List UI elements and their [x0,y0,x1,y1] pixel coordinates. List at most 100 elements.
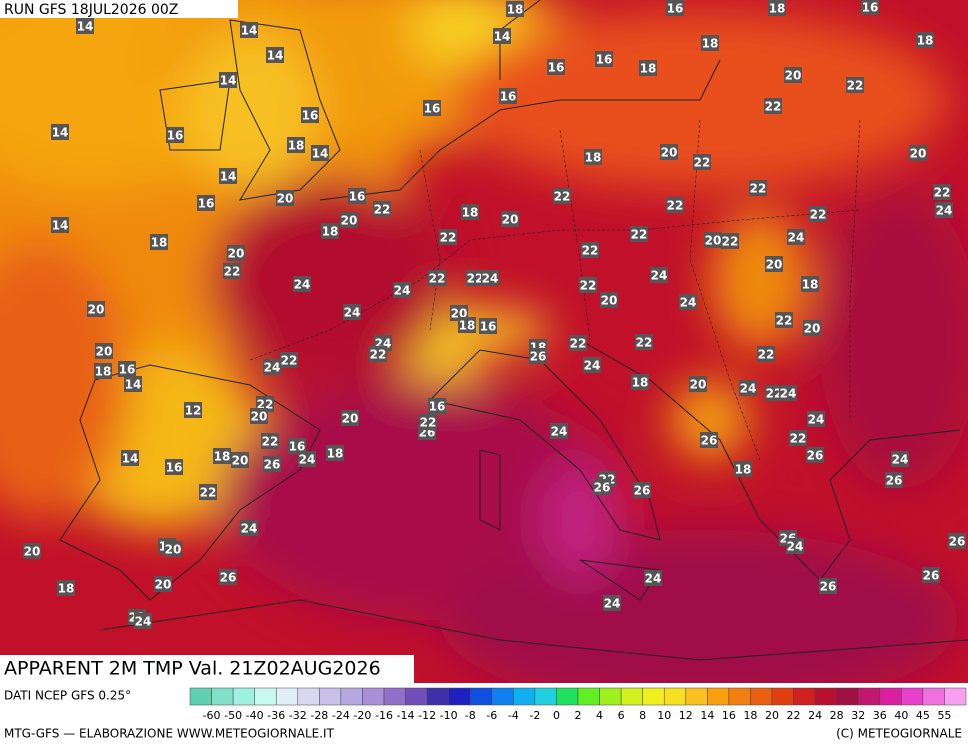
point-value: 24 [788,231,805,245]
point-value: 24 [135,615,152,629]
point-value: 24 [892,453,909,467]
scale-cell [383,687,406,706]
label-box [789,430,807,446]
label-box [787,229,805,245]
label-box [466,270,484,286]
scale-label: -50 [224,709,242,722]
label-box [341,410,359,426]
label-box [213,448,231,464]
point-value: 22 [570,337,587,351]
scale-label: -32 [289,709,307,722]
point-value: 18 [640,62,657,76]
point-value: 24 [651,269,668,283]
label-box [154,576,172,592]
point-value: 22 [776,314,793,328]
label-box [240,22,258,38]
label-box [721,233,739,249]
label-box [311,145,329,161]
scale-label: 8 [639,709,646,722]
scale-cell [513,687,536,706]
scale-cell [685,687,708,706]
label-box [250,408,268,424]
point-value: 14 [267,49,284,63]
label-box [343,304,361,320]
label-box [891,451,909,467]
borders [249,119,861,461]
label-box [784,67,802,83]
label-box [340,212,358,228]
scale-label: 10 [657,709,671,722]
point-value: 18 [702,37,719,51]
point-value: 18 [769,2,786,16]
point-value: 26 [220,571,237,585]
label-box [166,127,184,143]
point-value: 18 [462,206,479,220]
label-box [506,1,524,17]
label-box [650,267,668,283]
label-box [150,234,168,250]
coastlines [59,0,968,661]
point-value: 16 [198,197,215,211]
scale-cell [728,687,751,706]
scale-label: -60 [203,709,221,722]
label-box [550,423,568,439]
scale-label: -12 [418,709,436,722]
point-value: 14 [52,126,69,140]
point-value: 16 [548,61,565,75]
label-box [584,149,602,165]
scale-cell [189,687,212,706]
scale-cell [642,687,665,706]
label-box [803,320,821,336]
scale-label: -16 [375,709,393,722]
label-box [165,459,183,475]
point-value: 22 [374,203,391,217]
label-box [922,567,940,583]
point-value: 20 [766,258,783,272]
label-box [393,282,411,298]
map-title: APPARENT 2M TMP Val. 21Z02AUG2026 [4,658,381,680]
point-value: 22 [847,79,864,93]
point-value: 22 [667,199,684,213]
scale-cell [836,687,859,706]
scale-label: -4 [508,709,519,722]
point-value: 22 [765,100,782,114]
label-box [779,385,797,401]
scale-label: 36 [873,709,887,722]
label-box [734,461,752,477]
point-value: 16 [500,90,517,104]
label-box [846,77,864,93]
point-value: 20 [804,322,821,336]
scale-label: 24 [808,709,822,722]
label-box [23,543,41,559]
label-box [553,188,571,204]
point-value: 22 [790,432,807,446]
label-box [633,482,651,498]
label-box [227,245,245,261]
point-value: 22 [429,272,446,286]
label-box [287,137,305,153]
point-value: 24 [482,272,499,286]
label-box [595,51,613,67]
label-box [916,32,934,48]
point-value: 12 [185,404,202,418]
label-box [600,292,618,308]
scale-label: 18 [743,709,757,722]
label-box [266,47,284,63]
label-box [786,538,804,554]
label-box [819,578,837,594]
scale-label: 2 [575,709,582,722]
label-box [118,361,136,377]
point-value: 22 [420,416,437,430]
point-value: 18 [585,151,602,165]
point-value: 24 [740,382,757,396]
scale-cell [319,687,342,706]
label-box [801,276,819,292]
point-value: 14 [122,452,139,466]
label-box [348,188,366,204]
point-value: 26 [949,535,966,549]
point-value: 16 [862,1,879,15]
scale-label: 40 [894,709,908,722]
scale-label: 22 [787,709,801,722]
point-value: 20 [228,247,245,261]
